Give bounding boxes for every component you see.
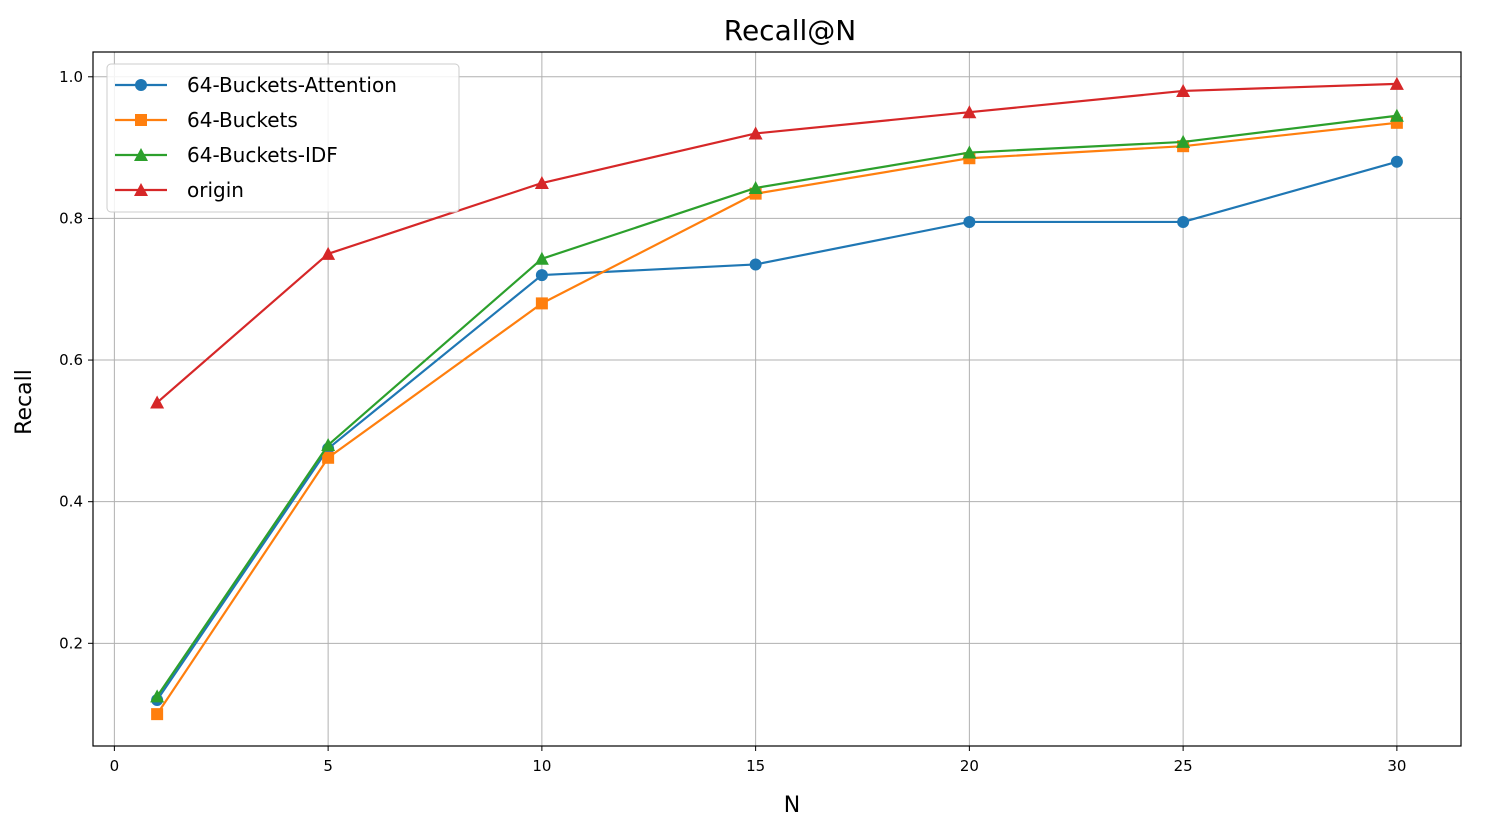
data-point: [749, 258, 762, 271]
y-tick-label: 0.6: [59, 351, 83, 369]
x-tick-label: 15: [746, 757, 765, 775]
data-point: [321, 246, 336, 260]
legend-label: 64-Buckets: [187, 108, 298, 132]
data-point: [535, 297, 548, 310]
legend-item: 64-Buckets-IDF: [115, 143, 338, 167]
series-64-buckets-attention: [151, 155, 1403, 706]
x-tick-label: 20: [960, 757, 979, 775]
y-tick-label: 0.8: [59, 209, 83, 227]
data-point: [321, 438, 336, 452]
data-point: [963, 215, 976, 228]
data-point: [1389, 76, 1404, 90]
legend-item: origin: [115, 178, 244, 202]
data-point: [534, 251, 549, 265]
data-point: [150, 689, 165, 703]
data-point: [962, 145, 977, 159]
legend: 64-Buckets-Attention 64-Buckets 64-Buckets…: [106, 63, 460, 213]
series-64-buckets-idf: [150, 108, 1404, 703]
x-tick-label: 30: [1387, 757, 1406, 775]
legend-label: origin: [187, 178, 244, 202]
x-axis-label: N: [784, 793, 800, 818]
y-tick-label: 1.0: [59, 68, 83, 86]
y-tick-label: 0.4: [59, 493, 83, 511]
data-point: [322, 451, 335, 464]
x-tick-label: 10: [532, 757, 551, 775]
axis-ticks: 0 5 10 15 20 25 30 0.2 0.4 0.6 0.8 1.0: [59, 68, 1406, 775]
data-point: [534, 176, 549, 190]
legend-label: 64-Buckets-IDF: [187, 143, 338, 167]
legend-marker: [134, 148, 148, 161]
x-tick-label: 0: [110, 757, 120, 775]
chart-title: Recall@N: [724, 14, 856, 47]
data-point: [535, 269, 548, 282]
legend-marker: [135, 114, 147, 126]
data-point: [1176, 134, 1191, 148]
series-layer: [150, 76, 1404, 721]
data-point: [1177, 215, 1190, 228]
legend-marker: [135, 79, 147, 91]
data-point: [150, 395, 165, 409]
legend-item: 64-Buckets: [115, 108, 298, 132]
data-point: [1176, 83, 1191, 97]
data-point: [748, 126, 763, 140]
data-point: [1389, 108, 1404, 122]
data-point: [748, 180, 763, 194]
legend-box: [106, 63, 460, 213]
data-point: [151, 708, 164, 721]
legend-marker: [134, 183, 148, 196]
plot-frame: [92, 51, 1462, 747]
legend-label: 64-Buckets-Attention: [187, 73, 397, 97]
data-point: [962, 105, 977, 119]
y-axis-label: Recall: [12, 369, 37, 435]
y-tick-label: 0.2: [59, 634, 83, 652]
legend-item: 64-Buckets-Attention: [115, 73, 397, 97]
series-origin: [150, 76, 1404, 409]
data-point: [1390, 155, 1403, 168]
x-tick-label: 5: [323, 757, 333, 775]
x-tick-label: 25: [1174, 757, 1193, 775]
